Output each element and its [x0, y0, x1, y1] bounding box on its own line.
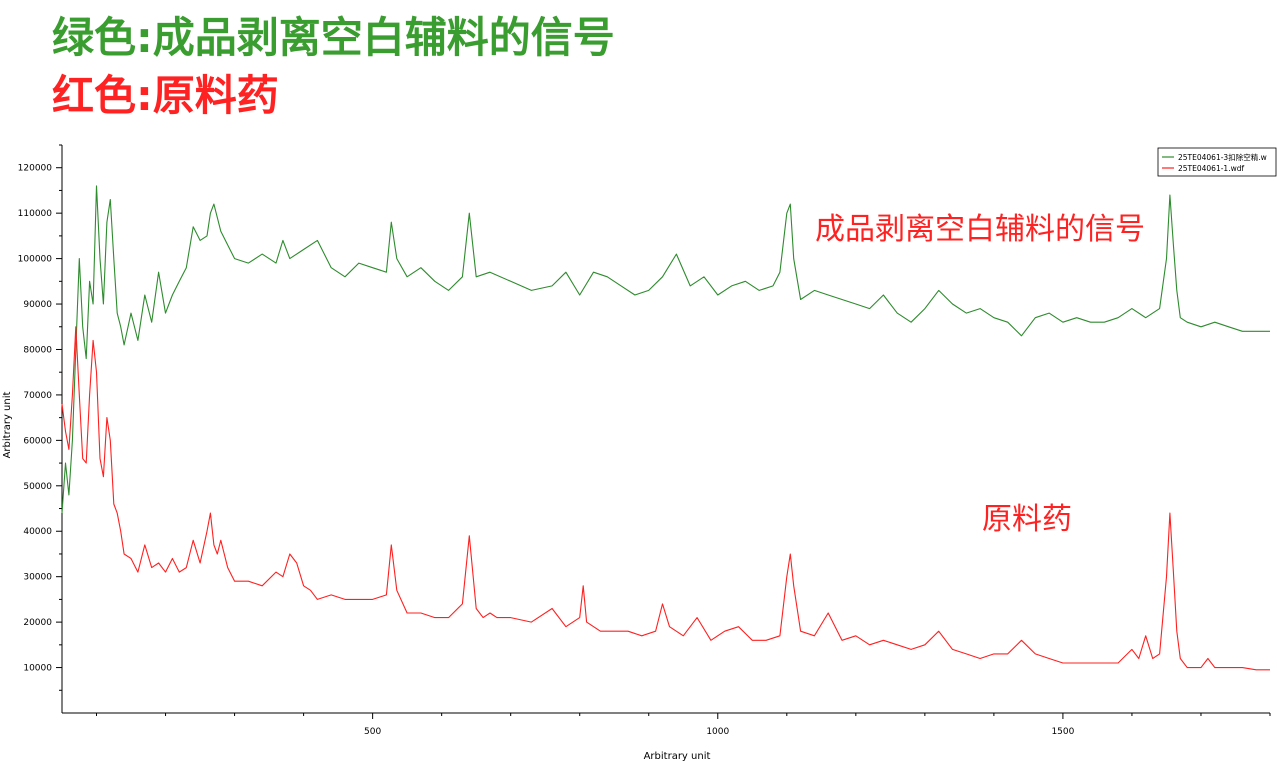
- series-line-green: [61, 185, 1270, 514]
- y-axis-label: Arbitrary unit: [2, 392, 13, 459]
- y-tick-label: 120000: [18, 164, 53, 174]
- heading-red-legend: 红色:原料药: [52, 72, 279, 120]
- series-group: [61, 185, 1270, 671]
- x-axis-label: Arbitrary unit: [644, 751, 711, 762]
- axes: [61, 145, 1270, 714]
- heading-red-text: 原料药: [152, 71, 279, 120]
- annotation-green: 成品剥离空白辅料的信号: [815, 212, 1145, 247]
- y-tick-label: 80000: [23, 345, 52, 355]
- y-tick-label: 50000: [23, 482, 52, 492]
- annotation-red: 原料药: [982, 502, 1072, 537]
- x-ticks: 500 1000 1500: [96, 713, 1271, 737]
- y-tick-label: 60000: [23, 436, 52, 446]
- x-tick-label: 1500: [1051, 727, 1074, 737]
- x-tick-label: 1000: [706, 727, 729, 737]
- y-tick-label: 70000: [23, 391, 52, 401]
- heading-green-prefix: 绿色:: [52, 13, 153, 62]
- y-ticks: 10000 20000 30000 40000 50000 60000 70000 80000…: [18, 144, 62, 691]
- y-tick-label: 90000: [23, 300, 52, 310]
- heading-green-text: 成品剥离空白辅料的信号: [152, 13, 615, 62]
- y-tick-label: 100000: [18, 255, 53, 265]
- legend-box: [1157, 147, 1277, 177]
- heading-green-legend: 绿色:成品剥离空白辅料的信号: [52, 14, 615, 62]
- series-line-red: [61, 326, 1270, 671]
- y-tick-label: 10000: [23, 664, 52, 674]
- y-tick-label: 110000: [18, 209, 53, 219]
- legend-label-red: 25TE04061-1.wdf: [1178, 164, 1244, 173]
- legend: 25TE04061-3扣除空精.w 25TE04061-1.wdf: [1157, 147, 1277, 177]
- y-tick-label: 30000: [23, 573, 52, 583]
- y-tick-label: 40000: [23, 527, 52, 537]
- heading-red-prefix: 红色:: [52, 71, 153, 120]
- x-tick-label: 500: [364, 727, 381, 737]
- legend-label-green: 25TE04061-3扣除空精.w: [1178, 152, 1267, 162]
- y-tick-label: 20000: [23, 618, 52, 628]
